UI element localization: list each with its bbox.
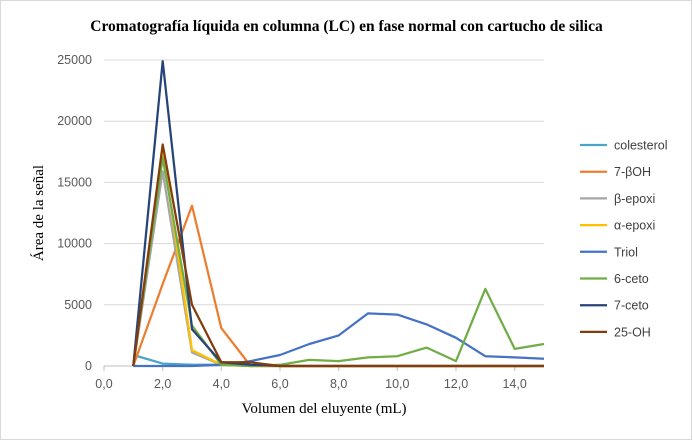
y-tick-label: 15000 (57, 175, 92, 189)
x-tick-label: 6,0 (271, 377, 288, 391)
legend: colesterol 7-βOH β-epoxi α-epoxi Triol 6-ceto… (580, 139, 668, 339)
legend-label: Triol (614, 245, 638, 259)
x-tick-label: 2,0 (154, 377, 171, 391)
series-line-triol (133, 312, 545, 368)
x-tick-label: 0,0 (95, 377, 112, 391)
series-layer (132, 60, 545, 368)
y-tick-label: 0 (85, 359, 92, 373)
chart-title: Cromatografía líquida en columna (LC) en… (90, 18, 603, 35)
legend-label: 25-OH (614, 325, 651, 339)
series-line-7-oh (132, 204, 544, 368)
legend-label: 6-ceto (614, 272, 649, 286)
x-tick-label: 14,0 (502, 377, 526, 391)
x-tick-label: 12,0 (444, 377, 468, 391)
legend-label: 7-βOH (614, 165, 651, 179)
legend-label: colesterol (614, 139, 668, 153)
tick-layer: 0 5000 10000 15000 20000 25000 0,0 2,0 4,0 6,0 8,0… (57, 53, 527, 391)
y-tick-label: 25000 (57, 53, 92, 67)
legend-label: α-epoxi (614, 219, 655, 233)
y-axis-title: Área de la señal (30, 165, 47, 261)
legend-label: 7-ceto (614, 299, 649, 313)
x-axis-title: Volumen del eluyente (mL) (241, 401, 406, 417)
y-tick-label: 20000 (57, 114, 92, 128)
legend-label: β-epoxi (614, 192, 655, 206)
x-tick-label: 10,0 (385, 377, 409, 391)
x-tick-label: 4,0 (213, 377, 230, 391)
series-line-25-oh (132, 143, 544, 368)
x-tick-label: 8,0 (330, 377, 347, 391)
y-tick-label: 5000 (64, 298, 92, 312)
y-tick-label: 10000 (57, 237, 92, 251)
series-line--epoxi (132, 170, 544, 368)
